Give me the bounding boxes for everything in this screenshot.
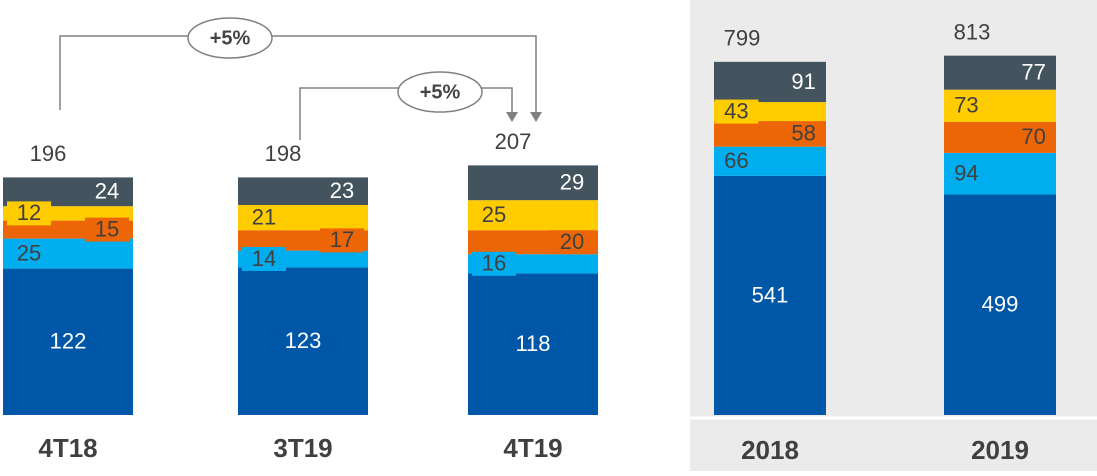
arrow-head [506, 112, 518, 122]
data-label: 15 [95, 216, 119, 241]
data-label: 541 [752, 282, 789, 307]
data-label: 14 [252, 246, 276, 271]
label-box [85, 179, 129, 204]
total-label: 813 [954, 19, 991, 44]
data-label: 20 [560, 229, 584, 254]
label-box [320, 179, 364, 204]
data-label: 21 [252, 204, 276, 229]
x-tick-label: 4T18 [38, 433, 97, 463]
data-label: 29 [560, 170, 584, 195]
total-label: 207 [495, 129, 532, 154]
label-box [781, 69, 826, 94]
data-label: 24 [95, 179, 119, 204]
annotation-bubble [397, 71, 483, 113]
data-label: 25 [17, 240, 41, 265]
data-label: 25 [482, 202, 506, 227]
annotation-bubble [187, 17, 273, 59]
data-label: 499 [982, 292, 1019, 317]
bar-segment [3, 268, 133, 415]
label-box [7, 201, 51, 226]
label-box [85, 217, 129, 242]
label-box [472, 203, 516, 228]
label-box [242, 247, 286, 271]
label-box [1011, 60, 1056, 85]
bar-segment [944, 194, 1056, 415]
total-label: 198 [265, 141, 302, 166]
bar-segment [468, 273, 598, 415]
data-label: 58 [791, 121, 815, 146]
label-box [1011, 125, 1056, 150]
label-box [714, 149, 759, 174]
label-box [944, 161, 989, 186]
arrow-heads [506, 112, 542, 122]
label-box [7, 241, 51, 266]
data-label: 70 [1021, 124, 1045, 149]
x-tick-label: 2019 [971, 435, 1029, 465]
x-tick-label: 2018 [741, 435, 799, 465]
data-label: 66 [724, 148, 748, 173]
bar-segment [238, 267, 368, 415]
bracket-line [59, 35, 537, 112]
arrow-head [530, 112, 542, 122]
data-label: 17 [330, 227, 354, 252]
label-box [714, 99, 759, 124]
data-label: 118 [515, 331, 550, 356]
label-box [550, 230, 594, 255]
data-label: 12 [17, 200, 41, 225]
label-box [472, 251, 516, 276]
data-label: 77 [1021, 59, 1045, 84]
x-tick-label: 3T19 [273, 433, 332, 463]
label-box [320, 228, 364, 253]
data-label: 73 [954, 93, 978, 118]
label-box [242, 205, 286, 230]
annotation: +5% [210, 27, 251, 49]
x-tick-label: 4T19 [503, 433, 562, 463]
data-label: 16 [482, 251, 506, 276]
data-label: 91 [791, 69, 815, 94]
data-label: 43 [724, 98, 748, 123]
label-box [781, 121, 826, 146]
data-label: 123 [285, 328, 322, 353]
data-label: 23 [330, 178, 354, 203]
total-label: 799 [724, 26, 761, 51]
bar-segment [714, 175, 826, 415]
label-box [550, 170, 594, 195]
data-label: 122 [50, 329, 87, 354]
label-box [944, 93, 989, 118]
data-label: 94 [954, 160, 978, 185]
annotation: +5% [420, 81, 461, 103]
total-label: 196 [30, 141, 67, 166]
